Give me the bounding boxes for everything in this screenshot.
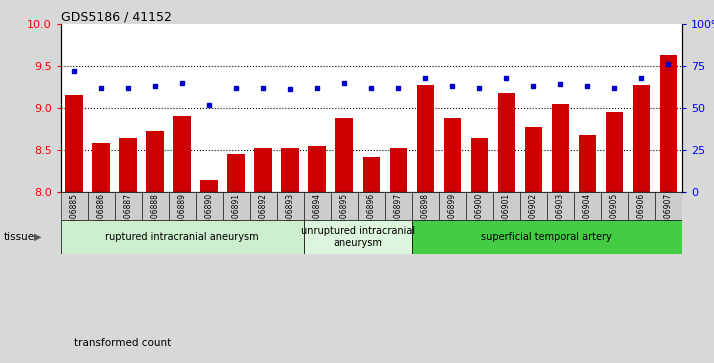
Text: GSM1306897: GSM1306897 [394, 193, 403, 244]
FancyBboxPatch shape [466, 192, 493, 220]
Text: GSM1306890: GSM1306890 [205, 193, 213, 244]
FancyBboxPatch shape [493, 192, 520, 220]
Text: GSM1306896: GSM1306896 [367, 193, 376, 244]
Bar [61, 220, 303, 254]
Bar [92, 143, 110, 192]
FancyBboxPatch shape [61, 192, 88, 220]
Bar [416, 85, 434, 192]
FancyBboxPatch shape [655, 192, 682, 220]
Text: GSM1306887: GSM1306887 [124, 193, 133, 244]
Bar [174, 117, 191, 192]
Text: GSM1306889: GSM1306889 [178, 193, 187, 244]
Text: GSM1306894: GSM1306894 [313, 193, 322, 244]
FancyBboxPatch shape [250, 192, 277, 220]
Bar [660, 55, 677, 192]
Text: GSM1306895: GSM1306895 [340, 193, 348, 244]
Text: transformed count: transformed count [74, 338, 171, 348]
Bar [119, 138, 137, 192]
FancyBboxPatch shape [412, 192, 439, 220]
Bar [412, 220, 682, 254]
FancyBboxPatch shape [196, 192, 223, 220]
Text: GSM1306891: GSM1306891 [232, 193, 241, 244]
FancyBboxPatch shape [601, 192, 628, 220]
Text: GSM1306905: GSM1306905 [610, 193, 619, 244]
Bar [390, 148, 407, 192]
Text: GSM1306907: GSM1306907 [664, 193, 673, 244]
Bar [443, 118, 461, 192]
Bar [281, 148, 299, 192]
FancyBboxPatch shape [574, 192, 601, 220]
FancyBboxPatch shape [358, 192, 385, 220]
Text: GSM1306893: GSM1306893 [286, 193, 295, 244]
Bar [363, 157, 380, 192]
Text: ruptured intracranial aneurysm: ruptured intracranial aneurysm [106, 232, 259, 242]
Bar [336, 118, 353, 192]
FancyBboxPatch shape [385, 192, 412, 220]
Text: GSM1306892: GSM1306892 [258, 193, 268, 244]
Text: GSM1306900: GSM1306900 [475, 193, 484, 244]
Text: tissue: tissue [4, 232, 35, 242]
Bar [254, 148, 272, 192]
Bar [303, 220, 412, 254]
FancyBboxPatch shape [628, 192, 655, 220]
Text: GSM1306904: GSM1306904 [583, 193, 592, 244]
Bar [633, 85, 650, 192]
Bar [66, 95, 83, 192]
Bar [551, 104, 569, 192]
Text: GSM1306901: GSM1306901 [502, 193, 511, 244]
Text: superficial temporal artery: superficial temporal artery [481, 232, 612, 242]
Text: GSM1306898: GSM1306898 [421, 193, 430, 244]
Text: GSM1306903: GSM1306903 [555, 193, 565, 244]
Text: GSM1306888: GSM1306888 [151, 193, 160, 244]
FancyBboxPatch shape [547, 192, 574, 220]
FancyBboxPatch shape [277, 192, 303, 220]
Bar [201, 180, 218, 192]
Bar [228, 154, 245, 192]
Text: GSM1306906: GSM1306906 [637, 193, 646, 244]
Bar [498, 93, 515, 192]
FancyBboxPatch shape [169, 192, 196, 220]
FancyBboxPatch shape [520, 192, 547, 220]
Bar [605, 112, 623, 192]
Bar [471, 138, 488, 192]
Text: GSM1306899: GSM1306899 [448, 193, 457, 244]
FancyBboxPatch shape [115, 192, 141, 220]
FancyBboxPatch shape [439, 192, 466, 220]
Text: ▶: ▶ [34, 232, 42, 242]
Text: GDS5186 / 41152: GDS5186 / 41152 [61, 11, 171, 24]
Text: unruptured intracranial
aneurysm: unruptured intracranial aneurysm [301, 226, 415, 248]
FancyBboxPatch shape [303, 192, 331, 220]
Text: GSM1306885: GSM1306885 [70, 193, 79, 244]
Text: GSM1306902: GSM1306902 [529, 193, 538, 244]
FancyBboxPatch shape [223, 192, 250, 220]
Bar [578, 135, 596, 192]
FancyBboxPatch shape [88, 192, 115, 220]
Bar [525, 127, 542, 192]
Text: GSM1306886: GSM1306886 [96, 193, 106, 244]
FancyBboxPatch shape [141, 192, 169, 220]
Bar [146, 131, 164, 192]
Bar [308, 146, 326, 192]
FancyBboxPatch shape [331, 192, 358, 220]
